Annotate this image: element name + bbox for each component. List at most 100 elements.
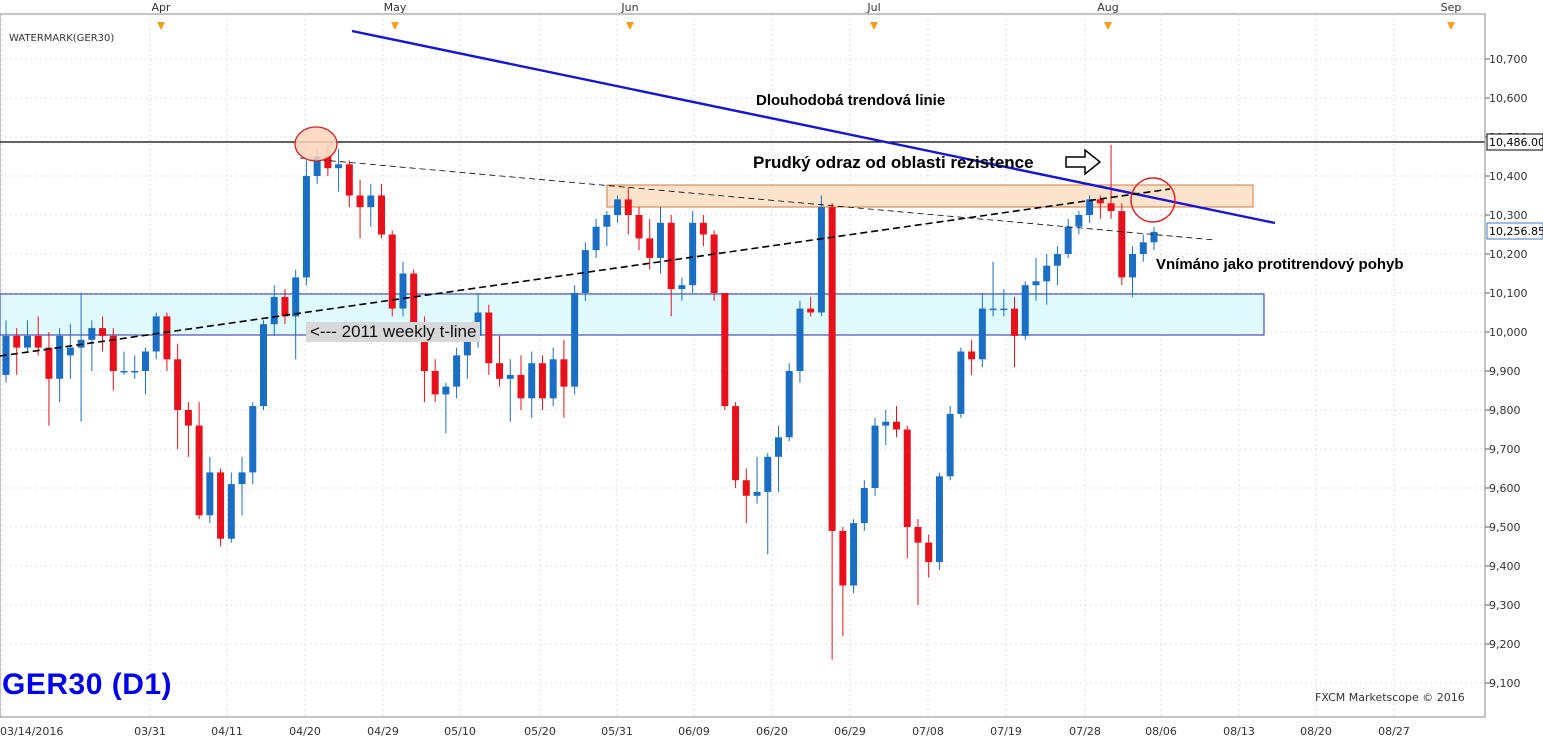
candle-body	[485, 312, 493, 364]
trend-line-label: Dlouhodobá trendová linie	[756, 92, 946, 109]
candle-body	[281, 296, 289, 317]
candle-body	[88, 328, 96, 340]
candle-body	[206, 472, 214, 516]
month-label: Aug	[1097, 1, 1118, 14]
date-tick-label: 05/31	[601, 725, 633, 738]
support-zone	[0, 293, 1265, 336]
price-tick-label: 9,100	[1489, 677, 1521, 690]
date-axis: 03/14/2016 03/31 04/11 04/20 04/29 05/10 05/20…	[0, 725, 1410, 738]
candle-body	[817, 207, 825, 313]
candle-body	[850, 523, 858, 586]
price-tick-label: 10,300	[1489, 209, 1528, 222]
candle-body	[1107, 203, 1115, 212]
date-tick-label: 06/20	[756, 725, 788, 738]
candle-body	[914, 527, 922, 543]
candle-body	[463, 335, 471, 356]
price-tick-label: 10,700	[1489, 53, 1528, 66]
price-tick-label: 9,900	[1489, 365, 1521, 378]
candle-body	[721, 293, 729, 407]
candle-body	[978, 308, 986, 360]
date-tick-label: 07/28	[1069, 725, 1101, 738]
candle-body	[807, 308, 815, 313]
candle-body	[614, 199, 622, 215]
candle-body	[592, 226, 600, 251]
candle-body	[238, 472, 246, 485]
copyright-label: FXCM Marketscope © 2016	[1315, 691, 1465, 704]
candle-body	[560, 359, 568, 387]
candle-body	[302, 176, 310, 278]
candle-body	[1064, 226, 1072, 254]
candle-body	[1086, 199, 1094, 215]
resistance-price-tag	[1486, 133, 1543, 151]
watermark-label: WATERMARK(GER30)	[9, 33, 115, 44]
candle-body	[571, 293, 579, 387]
price-tick-label: 10,400	[1489, 170, 1528, 183]
date-tick-label: 04/11	[211, 725, 243, 738]
candle-body	[131, 371, 139, 373]
month-label: Jul	[866, 1, 880, 14]
candle-body	[828, 207, 836, 531]
candle-body	[1000, 308, 1008, 311]
candle-body	[968, 351, 976, 360]
candle-body	[742, 480, 750, 496]
candle-body	[506, 374, 514, 379]
candle-body	[249, 406, 257, 473]
candle-body	[710, 234, 718, 293]
candle-body	[453, 355, 461, 387]
long-term-trend-line	[351, 29, 1276, 225]
candle-body	[45, 347, 53, 379]
price-tick-label: 9,600	[1489, 482, 1521, 495]
date-tick-label: 08/20	[1300, 725, 1332, 738]
month-label: Jun	[620, 1, 638, 14]
candle-body	[420, 335, 428, 371]
price-tick-label: 9,800	[1489, 404, 1521, 417]
candle-body	[378, 195, 386, 235]
candle-body	[270, 296, 278, 325]
price-tick-label: 9,500	[1489, 521, 1521, 534]
candle-body	[1053, 254, 1061, 266]
date-tick-label: 07/08	[912, 725, 944, 738]
candle-body	[903, 429, 911, 527]
candle-body	[66, 347, 74, 356]
candle-body	[893, 421, 901, 430]
month-label: Sep	[1441, 1, 1462, 14]
candle-body	[184, 410, 192, 426]
candle-body	[399, 273, 407, 309]
price-tick-label: 9,400	[1489, 560, 1521, 573]
candle-body	[174, 359, 182, 410]
candle-body	[764, 456, 772, 492]
candle-body	[335, 164, 343, 169]
candle-body	[732, 406, 740, 481]
candle-body	[678, 285, 686, 290]
candle-body	[624, 199, 632, 215]
candle-body	[1139, 242, 1147, 254]
candle-body	[410, 273, 418, 336]
candle-body	[259, 324, 267, 407]
month-marker-icon	[1447, 22, 1455, 30]
date-tick-label: 04/29	[367, 725, 399, 738]
candle-body	[431, 371, 439, 395]
candle-body	[871, 425, 879, 488]
price-tick-label: 10,000	[1489, 326, 1528, 339]
thin-dashed-line	[299, 157, 1216, 241]
candle-body	[99, 328, 107, 336]
candle-body	[345, 164, 353, 196]
date-tick-label: 03/14/2016	[0, 725, 63, 738]
month-marker-icon	[1104, 22, 1112, 30]
candles	[2, 144, 1158, 660]
candle-body	[635, 215, 643, 239]
candle-body	[925, 542, 933, 563]
candle-body	[1150, 231, 1158, 243]
candle-body	[517, 374, 525, 399]
price-tick-label: 10,100	[1489, 287, 1528, 300]
candle-body	[882, 421, 890, 426]
candle-body	[1011, 308, 1019, 336]
peak-highlight-circle	[294, 126, 338, 162]
candle-body	[699, 222, 707, 235]
date-tick-label: 08/06	[1145, 725, 1177, 738]
candle-body	[56, 335, 64, 379]
candle-body	[603, 215, 611, 227]
month-label: May	[384, 1, 407, 14]
candle-body	[528, 363, 536, 399]
candle-body	[774, 437, 782, 457]
